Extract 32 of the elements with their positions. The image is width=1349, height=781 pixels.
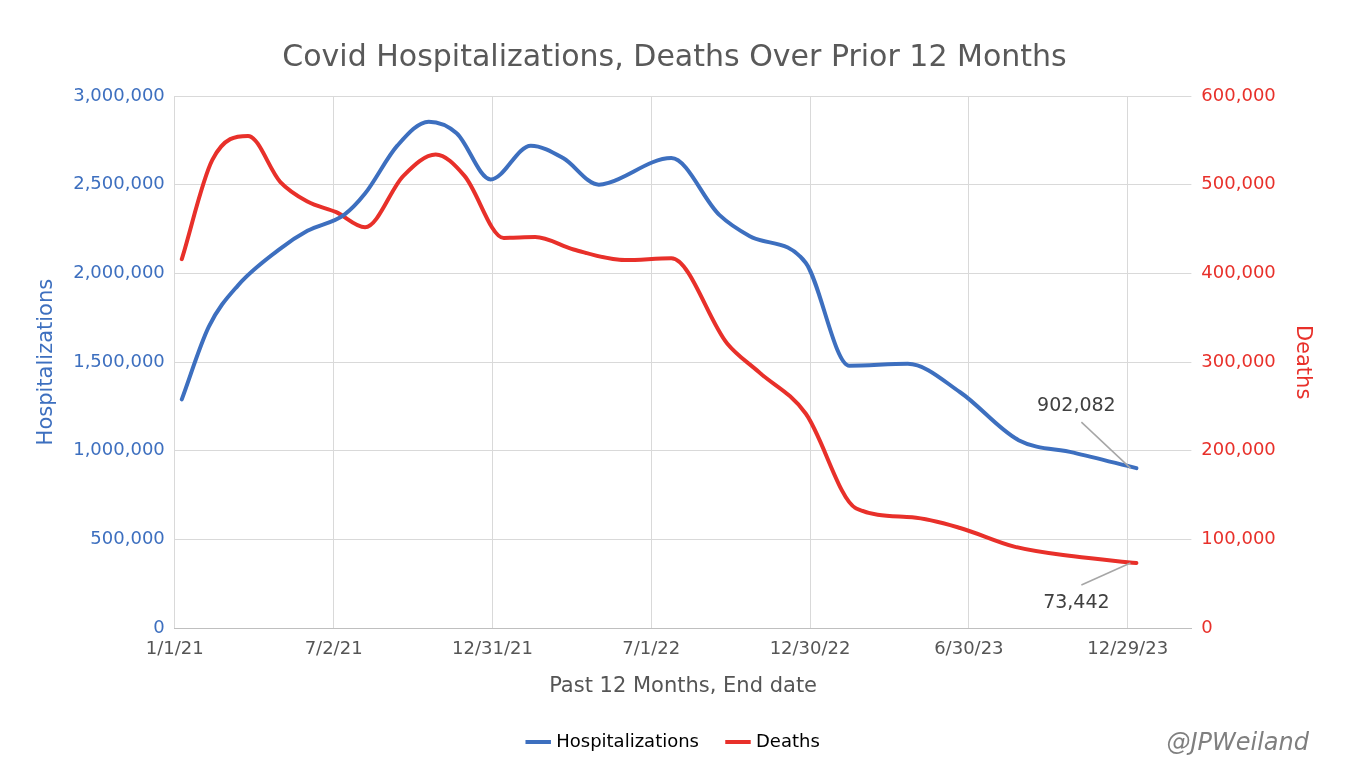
x-axis-title: Past 12 Months, End date bbox=[549, 672, 818, 697]
y2-axis-title: Deaths bbox=[1291, 324, 1316, 400]
text: @JPWeiland bbox=[1166, 728, 1310, 757]
legend-label: Deaths bbox=[755, 729, 820, 751]
data-label: 73,442 bbox=[1043, 589, 1110, 612]
y2-tick-label: 0 bbox=[1201, 615, 1213, 637]
x-tick-label: 12/30/22 bbox=[769, 636, 851, 658]
x-tick-label: 7/1/22 bbox=[622, 636, 681, 658]
y2-tick-label: 200,000 bbox=[1201, 438, 1276, 460]
line-series bbox=[179, 119, 1139, 471]
y-tick-label: 0 bbox=[153, 615, 165, 637]
data-label: 902,082 bbox=[1037, 393, 1116, 416]
y-tick-label: 2,500,000 bbox=[73, 172, 165, 194]
y-axis-title: Hospitalizations bbox=[33, 278, 58, 446]
y2-tick-label: 300,000 bbox=[1201, 349, 1276, 371]
chart-title: Covid Hospitalizations, Deaths Over Prior 12 Months bbox=[282, 37, 1067, 73]
x-tick-label: 7/2/21 bbox=[304, 636, 363, 658]
y-tick-label: 1,500,000 bbox=[73, 349, 165, 371]
y2-tick-label: 400,000 bbox=[1201, 261, 1276, 283]
x-tick-label: 1/1/21 bbox=[145, 636, 204, 658]
y-tick-label: 1,000,000 bbox=[73, 438, 165, 460]
x-tick-label: 12/31/21 bbox=[452, 636, 533, 658]
y2-tick-label: 100,000 bbox=[1201, 527, 1276, 549]
y2-tick-label: 600,000 bbox=[1201, 83, 1276, 105]
y-tick-label: 3,000,000 bbox=[73, 83, 165, 105]
x-tick-label: 12/29/23 bbox=[1087, 636, 1169, 658]
y-tick-label: 2,000,000 bbox=[73, 261, 165, 283]
legend-label: Hospitalizations bbox=[556, 729, 699, 751]
line-series bbox=[179, 133, 1139, 566]
y-tick-label: 500,000 bbox=[90, 527, 165, 549]
x-tick-label: 6/30/23 bbox=[934, 636, 1004, 658]
y2-tick-label: 500,000 bbox=[1201, 172, 1276, 194]
